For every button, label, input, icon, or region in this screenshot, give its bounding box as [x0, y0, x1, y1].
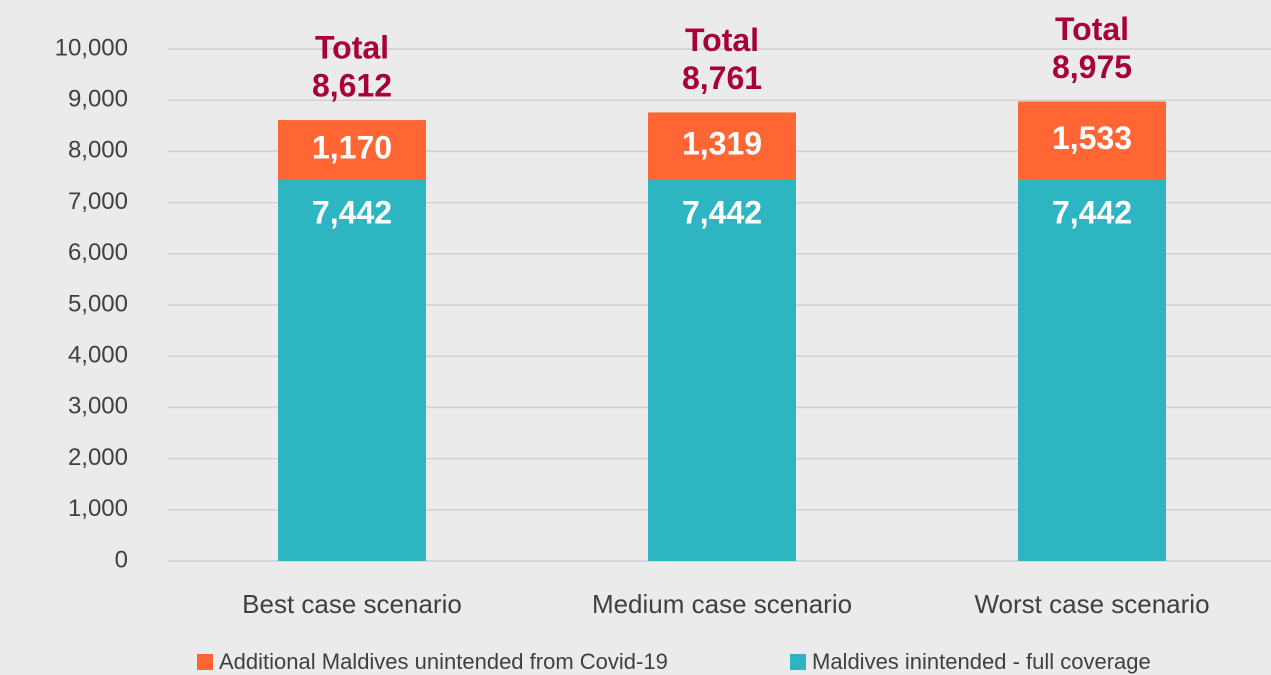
y-tick-label: 7,000 — [68, 188, 128, 215]
value-label: 7,442 — [682, 194, 762, 230]
y-tick-label: 3,000 — [68, 393, 128, 420]
total-title: Total — [315, 30, 389, 66]
y-tick-label: 10,000 — [55, 34, 128, 61]
value-label: 1,319 — [682, 126, 762, 162]
value-label: 1,170 — [312, 129, 392, 165]
bar-segment — [278, 120, 426, 180]
y-tick-label: 2,000 — [68, 444, 128, 471]
legend-swatch — [790, 654, 806, 670]
y-tick-label: 0 — [115, 546, 128, 573]
x-tick-label: Medium case scenario — [592, 589, 852, 619]
bar-segment — [648, 179, 796, 561]
y-tick-label: 5,000 — [68, 290, 128, 317]
y-tick-label: 8,000 — [68, 137, 128, 164]
total-label: 8,612 — [312, 68, 392, 104]
x-tick-label: Worst case scenario — [974, 589, 1209, 619]
y-tick-label: 6,000 — [68, 239, 128, 266]
y-tick-label: 4,000 — [68, 342, 128, 369]
total-label: 8,761 — [682, 60, 762, 96]
legend-swatch — [197, 654, 213, 670]
total-label: 8,975 — [1052, 49, 1132, 85]
total-title: Total — [685, 22, 759, 58]
bar-segment — [278, 179, 426, 561]
x-tick-label: Best case scenario — [242, 589, 462, 619]
total-title: Total — [1055, 11, 1129, 47]
y-tick-label: 9,000 — [68, 86, 128, 113]
value-label: 7,442 — [1052, 194, 1132, 230]
bar-segment — [648, 112, 796, 180]
bar-segment — [1018, 101, 1166, 180]
y-tick-label: 1,000 — [68, 495, 128, 522]
legend-label: Maldives inintended - full coverage — [812, 649, 1151, 674]
legend-label: Additional Maldives unintended from Covi… — [219, 649, 668, 674]
bar-segment — [1018, 179, 1166, 561]
value-label: 1,533 — [1052, 120, 1132, 156]
value-label: 7,442 — [312, 194, 392, 230]
